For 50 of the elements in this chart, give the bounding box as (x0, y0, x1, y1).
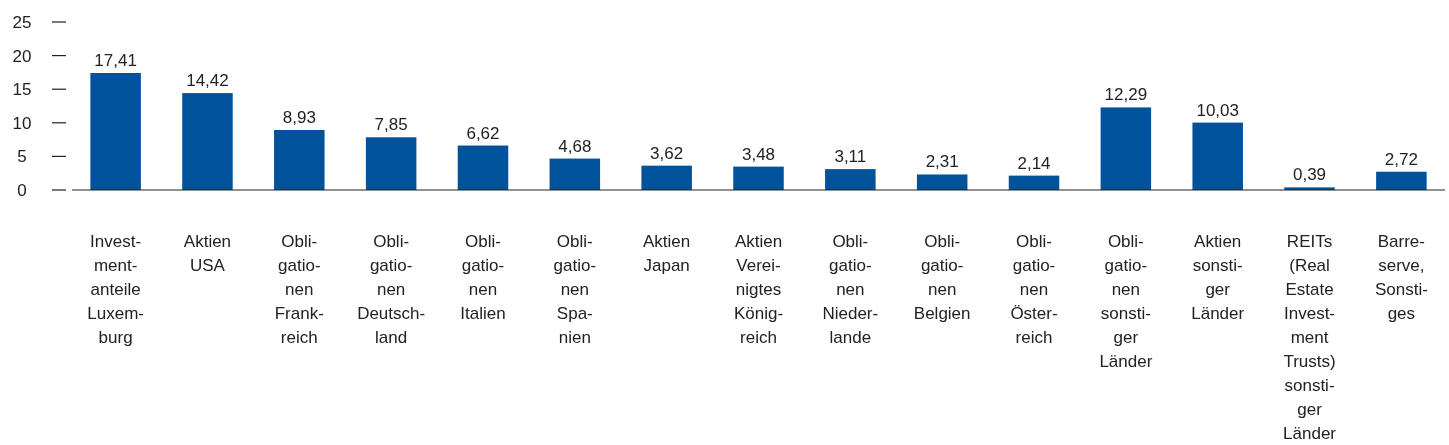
x-tick-label: Obli- gatio- nen Spa- nien (553, 232, 597, 347)
bar (733, 166, 784, 190)
bar (365, 137, 417, 190)
bar (1100, 107, 1152, 190)
y-tick-label: 10 (12, 113, 32, 133)
bar (274, 129, 325, 190)
x-tick-label: Obli- gatio- nen sonsti- ger Länder (1099, 232, 1153, 371)
x-tick-label: Aktien Verei- nigtes König- reich (733, 232, 784, 347)
x-tick-label: Aktien Japan (643, 232, 691, 275)
y-tick-label: 20 (12, 46, 32, 66)
bar (1376, 171, 1427, 190)
data-label: 3,11 (834, 147, 867, 167)
y-tick-label: 25 (12, 12, 32, 32)
data-label: 17,41 (94, 51, 137, 70)
y-tick-label: 0 (17, 180, 27, 200)
data-label: 8,93 (282, 107, 316, 127)
x-tick-label: Obli- gatio- nen Deutsch- land (357, 232, 426, 347)
y-tick-label: 15 (12, 80, 32, 100)
data-label: 2,72 (1384, 149, 1418, 169)
bar (825, 169, 876, 190)
bar (916, 174, 968, 190)
x-tick-label: Aktien USA (183, 232, 232, 275)
x-tick-label: Invest- ment- anteile Luxem- burg (87, 232, 144, 347)
bar (182, 93, 233, 190)
data-label: 4,68 (558, 136, 592, 156)
x-tick-label: Obli- gatio- nen Italien (460, 232, 506, 323)
data-label: 0,39 (1292, 165, 1327, 185)
x-tick-label: Obli- gatio- nen Belgien (913, 232, 971, 323)
data-label: 6,62 (466, 123, 500, 143)
data-label: 14,42 (186, 71, 229, 91)
data-label: 3,62 (650, 143, 684, 163)
bar (1192, 122, 1243, 190)
x-tick-label: Obli- gatio- nen Frank- reich (274, 232, 324, 347)
bar (90, 73, 141, 190)
x-tick-label: Obli- gatio- nen Nieder- lande (822, 232, 879, 347)
data-label: 3,48 (741, 144, 776, 164)
data-label: 2,14 (1017, 153, 1051, 173)
x-tick-label: Aktien sonsti- ger Länder (1191, 232, 1245, 323)
category-label: REITs (Real Estate Invest- ment Trusts) sonsti- ger Länder (1283, 232, 1337, 443)
data-label: 12,29 (1104, 85, 1148, 105)
x-tick-label: Obli- gatio- nen Öster- reich (1010, 232, 1058, 347)
bar (457, 145, 509, 190)
data-label: 2,31 (925, 152, 959, 172)
y-tick-label: 5 (17, 147, 27, 167)
data-label: 10,03 (1196, 100, 1239, 120)
bar (549, 158, 601, 190)
x-tick-label: Barre- serve, Sonsti- ges (1374, 232, 1428, 323)
bar (641, 165, 692, 190)
data-label: 7,85 (374, 115, 408, 135)
bar (1008, 175, 1060, 190)
